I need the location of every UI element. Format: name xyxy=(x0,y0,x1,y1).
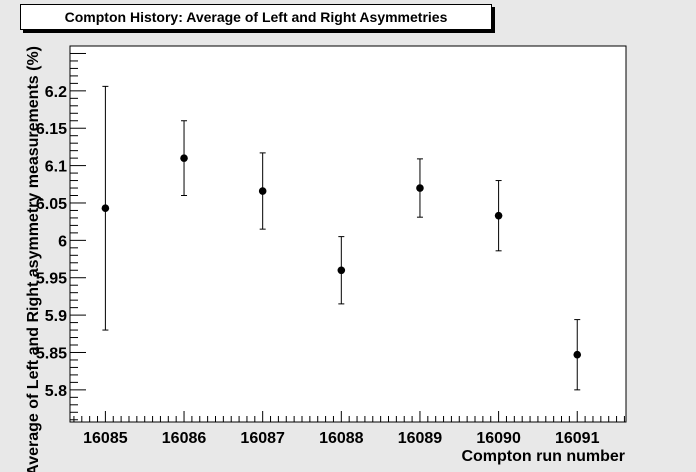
x-tick-label: 16086 xyxy=(162,430,207,447)
y-tick-label: 5.95 xyxy=(36,271,67,288)
y-tick-label: 6.15 xyxy=(36,121,67,138)
data-point xyxy=(494,211,503,220)
y-tick-label: 6.2 xyxy=(45,84,67,101)
data-point xyxy=(101,204,110,213)
x-tick-label: 16089 xyxy=(398,430,443,447)
data-point xyxy=(258,187,267,195)
y-axis-label: Average of Left and Right asymmetry meas… xyxy=(25,46,42,472)
x-tick-label: 16087 xyxy=(240,430,285,447)
y-tick-label: 5.9 xyxy=(45,308,67,325)
chart-title: Compton History: Average of Left and Rig… xyxy=(64,9,448,25)
tick-labels: 5.8 5.85 5.9 5.95 6 6.05 6.1 6.15 6.2 16085 16086 1… xyxy=(36,84,600,447)
x-tick-label: 16090 xyxy=(476,430,521,447)
y-tick-label: 5.85 xyxy=(36,345,67,362)
x-tick-label: 16088 xyxy=(319,430,364,447)
data-point xyxy=(337,266,346,275)
y-tick-label: 6.1 xyxy=(45,159,67,176)
data-point xyxy=(573,350,582,359)
data-point xyxy=(180,154,188,162)
x-axis-label: Compton run number xyxy=(461,448,625,465)
plot-frame xyxy=(69,45,627,423)
data-points xyxy=(101,85,582,391)
y-tick-label: 6.05 xyxy=(36,196,67,213)
x-tick-label: 16085 xyxy=(83,430,128,447)
x-tick-label: 16091 xyxy=(555,430,600,447)
chart-title-box: Compton History: Average of Left and Rig… xyxy=(20,4,492,30)
data-point xyxy=(416,184,424,192)
y-tick-label: 6 xyxy=(58,233,67,250)
axis-ticks xyxy=(70,45,625,422)
y-tick-label: 5.8 xyxy=(45,383,67,400)
